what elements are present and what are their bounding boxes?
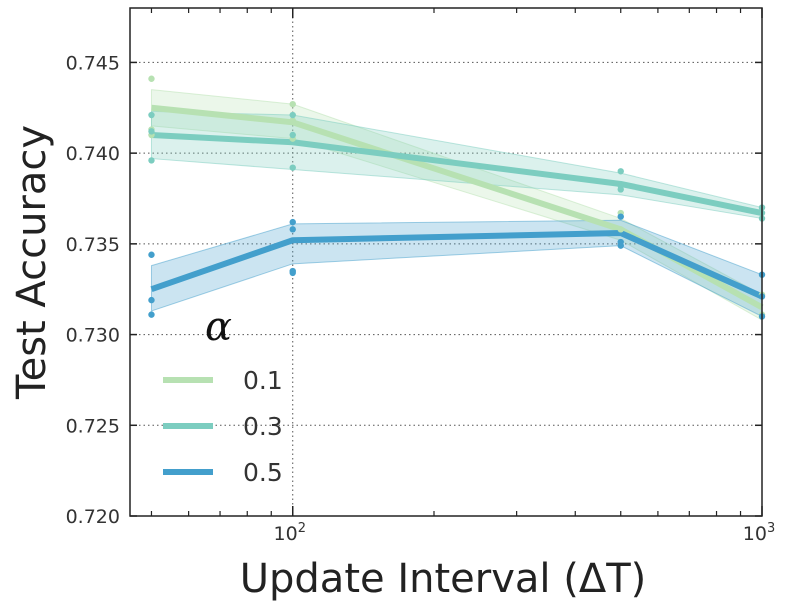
data-point xyxy=(289,100,296,108)
legend-label: 0.1 xyxy=(243,366,283,395)
data-point xyxy=(617,242,624,249)
x-tick-label: 103 xyxy=(743,521,775,545)
data-point xyxy=(148,128,155,135)
data-point xyxy=(289,164,296,171)
y-tick-label: 0.745 xyxy=(66,52,120,74)
data-point xyxy=(617,226,624,233)
axis-ticks: 0.720 0.725 0.730 0.735 0.740 0.745 102 103 xyxy=(66,8,775,545)
data-point xyxy=(289,111,296,119)
legend-label: 0.5 xyxy=(243,458,283,487)
data-point xyxy=(148,311,155,318)
y-tick-label: 0.725 xyxy=(66,415,120,437)
data-point xyxy=(289,218,296,226)
y-tick-label: 0.740 xyxy=(66,143,120,165)
legend-label: 0.3 xyxy=(243,412,283,441)
legend: α 0.1 0.3 0.5 xyxy=(163,304,283,487)
data-point xyxy=(617,168,624,175)
data-point xyxy=(289,226,296,233)
series-line-0.3 xyxy=(151,132,763,216)
grid xyxy=(130,8,762,516)
series-lines xyxy=(150,104,764,310)
series-line-0.1 xyxy=(151,104,764,310)
data-point xyxy=(148,111,155,119)
x-tick-label: 102 xyxy=(274,521,306,545)
data-point xyxy=(617,186,624,193)
y-axis-label: Test Accuracy xyxy=(9,125,55,400)
y-tick-label: 0.720 xyxy=(66,506,120,528)
data-point xyxy=(617,213,624,220)
data-point xyxy=(148,157,155,164)
data-point xyxy=(148,75,155,82)
y-tick-label: 0.730 xyxy=(66,325,120,347)
data-point xyxy=(289,117,296,124)
data-point xyxy=(148,251,155,258)
data-point xyxy=(148,296,155,304)
y-tick-label: 0.735 xyxy=(66,234,120,256)
data-point xyxy=(289,269,296,277)
data-point xyxy=(289,131,296,139)
x-axis-label: Update Interval (ΔT) xyxy=(240,556,646,602)
plot-area-frame xyxy=(129,7,763,517)
confidence-bands xyxy=(150,89,763,321)
legend-title: α xyxy=(205,304,232,350)
series-line-0.5 xyxy=(150,229,764,300)
